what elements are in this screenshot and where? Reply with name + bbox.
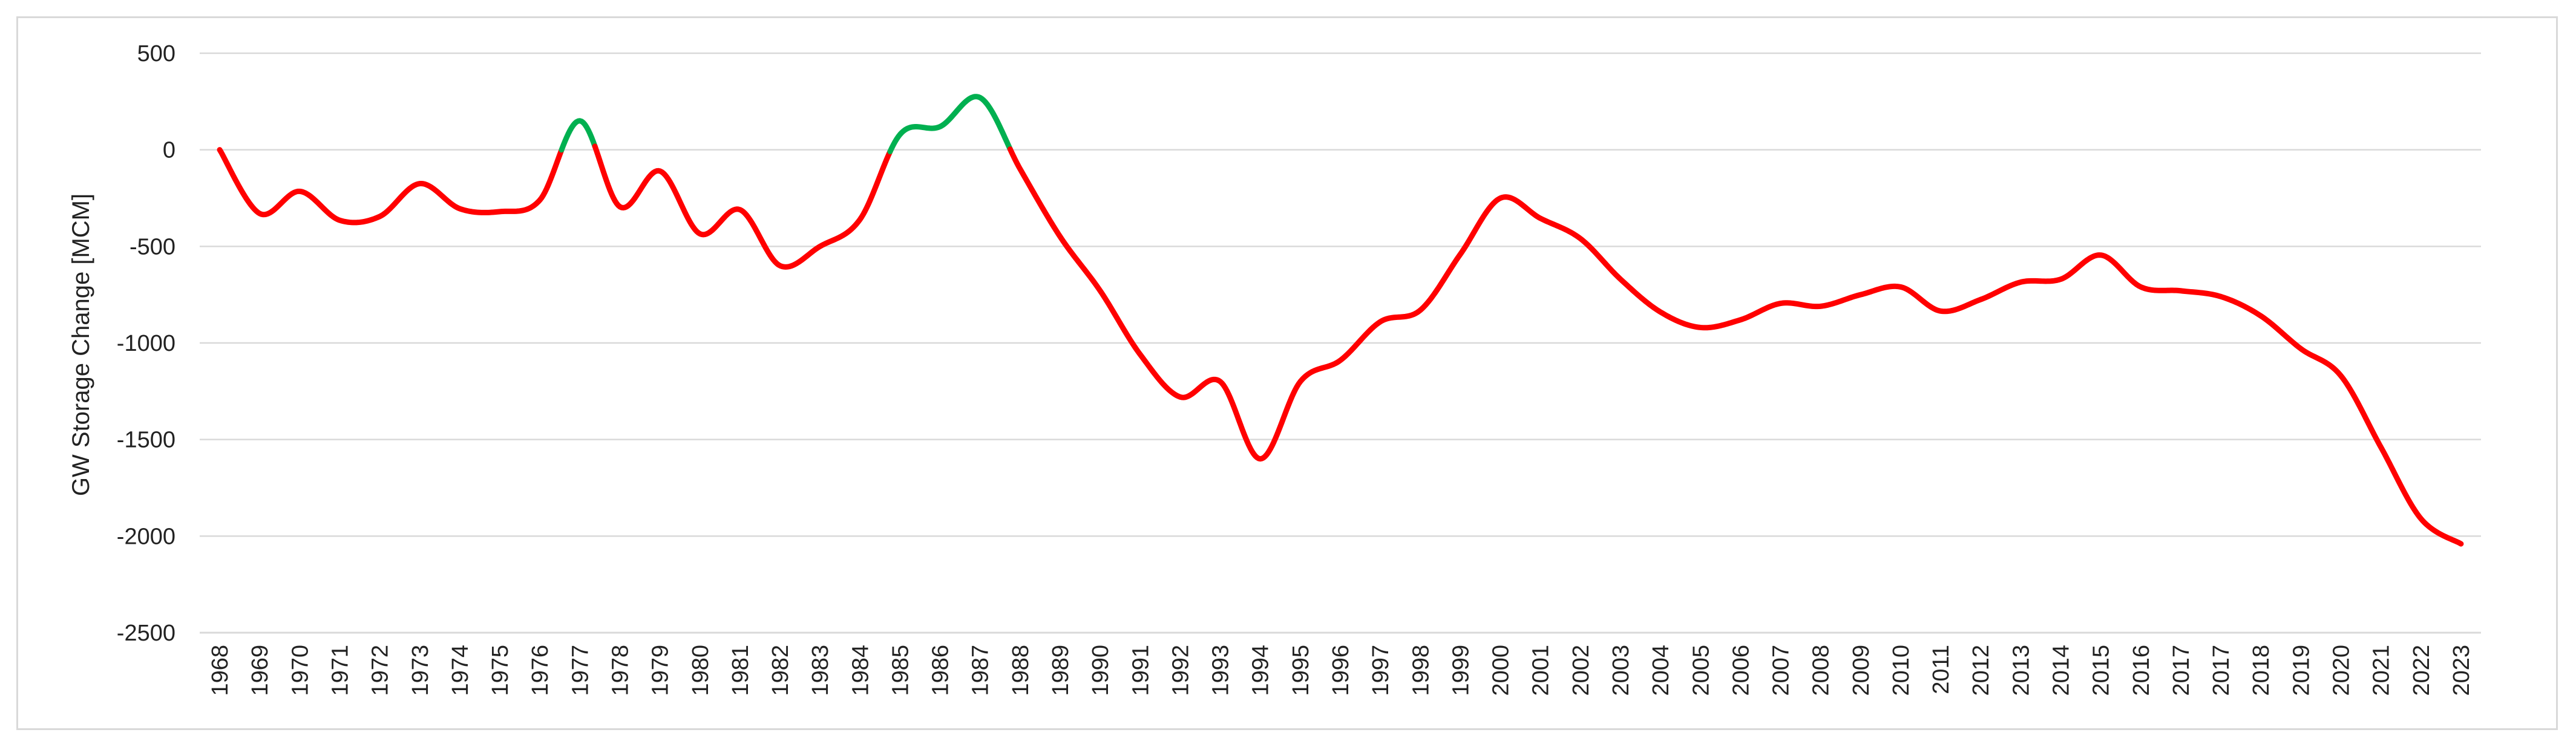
x-tick-label: 1999: [1448, 645, 1473, 696]
series-segment-positive: [887, 94, 1013, 155]
x-tick-label: 2022: [2409, 645, 2434, 696]
x-tick-label: 1978: [608, 645, 633, 696]
x-tick-label: 2003: [1608, 645, 1634, 696]
x-tick-label: 1987: [968, 645, 994, 696]
x-tick-label: 1979: [648, 645, 673, 696]
x-tick-labels: 1968 1969 1970 1971 1972 1973 1974 1975 1976 1977…: [208, 645, 2474, 696]
x-tick-label: 1985: [888, 645, 913, 696]
chart-frame: [16, 16, 2558, 730]
x-tick-label: 1993: [1208, 645, 1234, 696]
series-segment-negative: [217, 147, 565, 226]
y-tick-label: -1500: [117, 428, 175, 453]
x-tick-label: 2009: [1849, 645, 1874, 696]
x-tick-label: 1990: [1088, 645, 1113, 696]
x-tick-label: 1980: [688, 645, 713, 696]
y-tick-label: -2500: [117, 621, 175, 646]
x-tick-label: 2019: [2289, 645, 2314, 696]
x-tick-label: 2012: [1968, 645, 1994, 696]
x-tick-label: 1974: [448, 645, 473, 696]
x-tick-label: 2005: [1688, 645, 1714, 696]
y-tick-label: 0: [163, 138, 175, 163]
x-tick-label: 2007: [1769, 645, 1794, 696]
x-tick-label: 2002: [1568, 645, 1594, 696]
x-tick-label: 1984: [848, 645, 873, 696]
x-tick-label: 1989: [1048, 645, 1073, 696]
x-tick-label: 2004: [1648, 645, 1674, 696]
x-tick-label: 2010: [1889, 645, 1914, 696]
x-tick-label: 1972: [368, 645, 393, 696]
x-tick-label: 1983: [808, 645, 833, 696]
x-tick-label: 1971: [327, 645, 353, 696]
x-tick-label: 1988: [1008, 645, 1034, 696]
x-tick-label: 1981: [728, 645, 753, 696]
x-tick-label: 2018: [2249, 645, 2274, 696]
x-tick-label: 1998: [1408, 645, 1434, 696]
x-tick-label: 1976: [528, 645, 553, 696]
x-tick-label: 2011: [1929, 645, 1954, 694]
x-tick-label: 1996: [1328, 645, 1354, 696]
x-tick-label: 2006: [1728, 645, 1754, 696]
x-tick-label: 1968: [208, 645, 233, 696]
x-tick-label: 2017: [2209, 645, 2234, 696]
x-tick-label: 1986: [928, 645, 954, 696]
series-line: [217, 94, 2464, 547]
x-tick-label: 2014: [2049, 645, 2074, 696]
x-tick-label: 2008: [1809, 645, 1834, 696]
x-tick-label: 1975: [488, 645, 513, 696]
x-tick-label: 2016: [2129, 645, 2154, 696]
series-segment-positive: [559, 118, 598, 153]
x-tick-label: 1969: [247, 645, 273, 696]
y-tick-labels: 500 0 -500 -1000 -1500 -2000 -2500: [117, 41, 175, 646]
y-tick-label: -1000: [117, 331, 175, 356]
x-tick-label: 2013: [2008, 645, 2034, 696]
x-tick-label: 2023: [2449, 645, 2474, 696]
x-tick-label: 2017: [2169, 645, 2194, 696]
x-tick-label: 1982: [768, 645, 793, 696]
y-tick-label: -2000: [117, 524, 175, 549]
series-segment-negative: [592, 143, 893, 270]
x-tick-label: 2000: [1489, 645, 1514, 696]
y-axis-title: GW Storage Change [MCM]: [68, 194, 94, 496]
x-tick-label: 1973: [408, 645, 433, 696]
gridlines: [200, 52, 2481, 634]
x-tick-label: 1991: [1128, 645, 1153, 696]
x-tick-label: 1997: [1368, 645, 1394, 696]
x-tick-label: 1994: [1248, 645, 1274, 696]
x-tick-label: 2015: [2089, 645, 2114, 696]
series-segment-negative: [1007, 146, 2464, 547]
x-tick-label: 1995: [1288, 645, 1314, 696]
y-tick-label: 500: [137, 41, 175, 67]
x-tick-label: 2021: [2369, 645, 2394, 696]
x-tick-label: 2020: [2329, 645, 2355, 696]
x-tick-label: 1970: [287, 645, 313, 696]
x-tick-label: 1977: [568, 645, 593, 696]
x-tick-label: 2001: [1529, 645, 1554, 696]
y-tick-label: -500: [129, 234, 175, 259]
x-tick-label: 1992: [1168, 645, 1193, 696]
